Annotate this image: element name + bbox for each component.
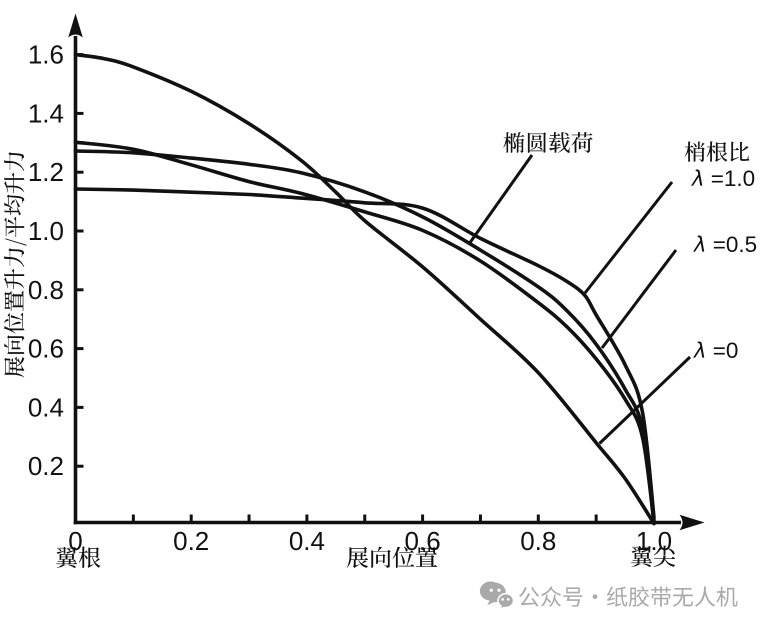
x-axis-arrow-icon xyxy=(679,514,705,531)
y-tick-label: 0.6 xyxy=(28,334,64,364)
y-tick-label: 1.6 xyxy=(28,40,64,70)
x-root-label xyxy=(56,546,101,568)
curve-lambda-1.0 xyxy=(73,187,656,520)
y-tick-label: 1.4 xyxy=(28,98,64,128)
leader-lambda-1.0 xyxy=(583,181,674,294)
lambda-0-label: λ =0 xyxy=(693,338,738,363)
y-tick-label: 0.2 xyxy=(28,451,64,481)
curve-elliptic xyxy=(73,149,656,523)
lambda-0.5-label: λ =0.5 xyxy=(693,232,757,257)
x-tick-label: 0.4 xyxy=(289,526,325,556)
x-tick-label: 0.2 xyxy=(173,526,209,556)
annotation-leader-lines xyxy=(467,154,692,445)
elliptic-load-label xyxy=(503,132,593,153)
y-tick-label: 1.0 xyxy=(28,216,64,246)
x-axis-title xyxy=(346,546,438,569)
watermark-text xyxy=(519,586,738,607)
y-tick-label: 1.2 xyxy=(28,157,64,187)
curves xyxy=(73,52,656,526)
y-axis-title xyxy=(4,151,27,378)
x-tip-label xyxy=(631,545,676,567)
wechat-icon xyxy=(479,581,515,612)
curve-lambda-0 xyxy=(73,52,656,526)
lambda-1.0-label: λ =1.0 xyxy=(691,166,755,191)
y-axis-arrow-icon xyxy=(68,13,83,38)
x-tick-label: 0.8 xyxy=(520,526,556,556)
leader-lambda-0 xyxy=(598,355,692,445)
y-tick-label: 0.8 xyxy=(28,275,64,305)
taper-ratio-label xyxy=(684,141,750,162)
watermark xyxy=(479,581,738,612)
leader-lambda-0.5 xyxy=(600,249,678,349)
tick-labels: 0.20.40.60.81.01.21.41.60 0.2 0.4 0.6 0.8 1.0 xyxy=(28,40,672,556)
leader-elliptic xyxy=(467,154,534,245)
x-tick-label: 1.0 xyxy=(636,526,672,556)
cjk-text-labels xyxy=(4,132,750,569)
lambda-labels: λ =1.0 λ =0.5 λ =0 xyxy=(691,166,757,363)
y-tick-label: 0.4 xyxy=(28,392,64,422)
axes xyxy=(68,13,705,531)
curve-lambda-0.5 xyxy=(73,140,656,526)
